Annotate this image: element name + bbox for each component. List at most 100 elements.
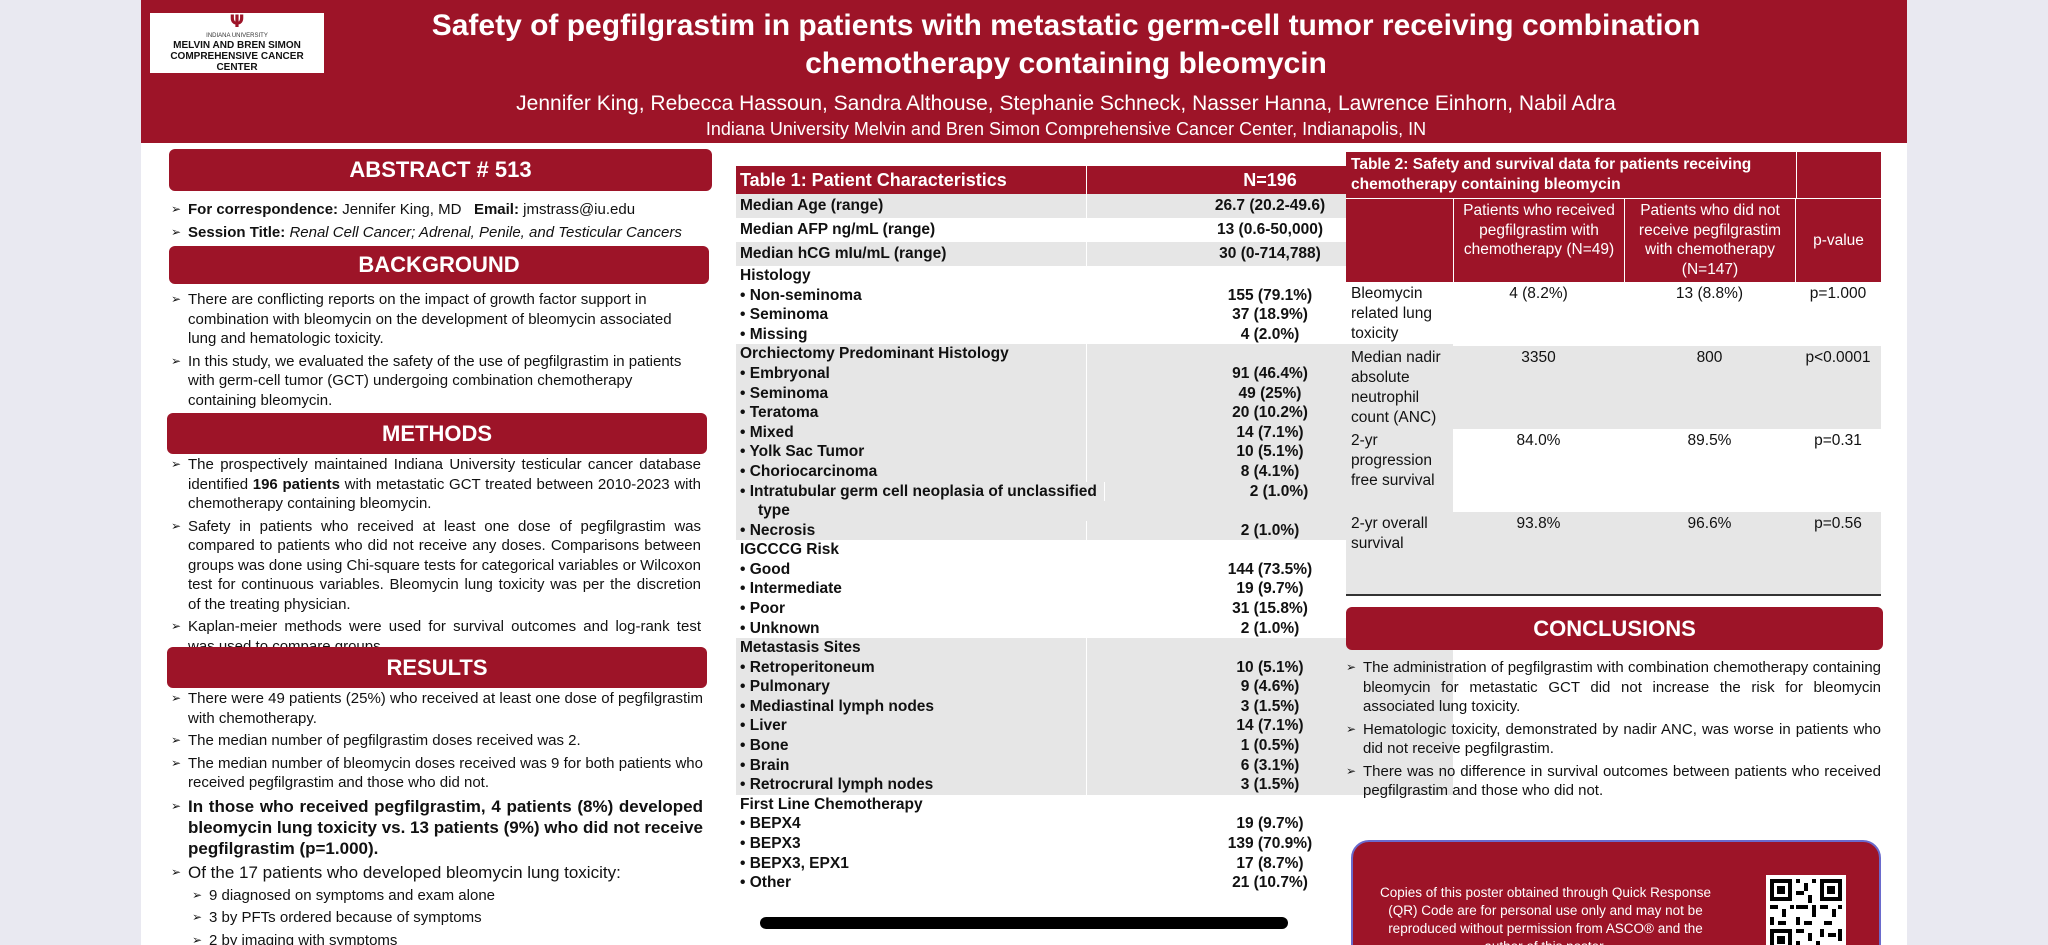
- orchiectomy-group: Orchiectomy Predominant Histology Embryo…: [736, 344, 1453, 541]
- background-heading: BACKGROUND: [169, 246, 709, 284]
- row-label: 2-yr overall survival: [1351, 515, 1428, 552]
- methods-heading: METHODS: [167, 413, 707, 454]
- results-item-key: In those who received pegfilgrastim, 4 p…: [171, 796, 703, 859]
- row-label: Pulmonary: [736, 677, 1086, 697]
- row-label: Bleomycin related lung toxicity: [1351, 285, 1433, 342]
- methods-item1-a: The prospectively maintained Indiana Uni…: [188, 456, 701, 493]
- row-value: 93.8%: [1516, 515, 1561, 532]
- results-subitem: 9 diagnosed on symptoms and exam alone: [171, 886, 703, 906]
- row-value: 26.7 (20.2-49.6): [1086, 194, 1453, 218]
- row-value: 13 (8.8%): [1675, 285, 1744, 302]
- row-label: Teratoma: [736, 403, 1086, 423]
- col-not-received: Patients who did not receive pegfilgrast…: [1624, 199, 1795, 282]
- row-value: 139 (70.9%): [1086, 834, 1453, 854]
- session-line: Session Title: Renal Cell Cancer; Adrena…: [171, 223, 716, 243]
- row-label: Seminoma: [736, 384, 1086, 404]
- results-heading: RESULTS: [167, 647, 707, 688]
- table2-head: Table 2: Safety and survival data for pa…: [1346, 152, 1881, 282]
- group-label: IGCCCG Risk: [740, 541, 840, 559]
- email-label: Email:: [473, 201, 519, 218]
- row-label: BEPX3, EPX1: [736, 854, 1086, 874]
- results-item: The median number of bleomycin doses rec…: [171, 754, 703, 793]
- group-label: Metastasis Sites: [740, 639, 861, 657]
- row-label: Seminoma: [736, 305, 1086, 325]
- conclusions-heading: CONCLUSIONS: [1346, 607, 1883, 650]
- row-label: Other: [736, 873, 1086, 893]
- row-value: 3 (1.5%): [1086, 775, 1453, 795]
- row-label: Brain: [736, 756, 1086, 776]
- row-value: 30 (0-714,788): [1086, 242, 1453, 266]
- col-pvalue: p-value: [1795, 199, 1881, 282]
- row-value: 10 (5.1%): [1086, 442, 1453, 462]
- row-value: 2 (1.0%): [1086, 618, 1453, 639]
- results-item: There were 49 patients (25%) who receive…: [171, 689, 703, 728]
- row-label: Yolk Sac Tumor: [736, 442, 1086, 462]
- title-line2: chemotherapy containing bleomycin: [805, 47, 1327, 80]
- results-text: There were 49 patients (25%) who receive…: [171, 689, 703, 945]
- row-value: 155 (79.1%): [1086, 285, 1453, 306]
- table2-body: Bleomycin related lung toxicity 4 (8.2%)…: [1346, 282, 1881, 594]
- row-label: Unknown: [736, 619, 1086, 639]
- conclusion-item: Hematologic toxicity, demonstrated by na…: [1346, 720, 1881, 759]
- row-label: Intermediate: [736, 579, 1086, 599]
- row-label: Choriocarcinoma: [736, 462, 1086, 482]
- row-label: Retroperitoneum: [736, 658, 1086, 678]
- table-row: Intratubular germ cell neoplasia of uncl…: [736, 481, 1453, 521]
- group-label: Histology: [740, 267, 811, 284]
- row-label: BEPX4: [736, 814, 1086, 834]
- row-value: 800: [1696, 349, 1723, 366]
- methods-item: The prospectively maintained Indiana Uni…: [171, 455, 701, 514]
- table1-header: Table 1: Patient Characteristics N=196: [736, 166, 1453, 194]
- row-value: 20 (10.2%): [1086, 403, 1453, 423]
- email-value: jmstrass@iu.edu: [523, 201, 636, 218]
- session-label: Session Title:: [188, 223, 286, 241]
- row-label: Good: [736, 560, 1086, 580]
- row-value: 6 (3.1%): [1086, 755, 1453, 776]
- background-item: In this study, we evaluated the safety o…: [171, 352, 693, 411]
- qr-code-icon[interactable]: [1766, 875, 1846, 945]
- table-row: Median AFP ng/mL (range) 13 (0.6-50,000): [736, 218, 1453, 242]
- row-value: 37 (18.9%): [1086, 305, 1453, 325]
- table1-n: N=196: [1086, 166, 1453, 194]
- table1-title: Table 1: Patient Characteristics: [740, 170, 1007, 190]
- row-label: Median Age (range): [740, 197, 884, 214]
- table2-title: Table 2: Safety and survival data for pa…: [1351, 156, 1752, 193]
- group-label-row: Orchiectomy Predominant Histology: [736, 344, 1453, 364]
- conclusions-text: The administration of pegfilgrastim with…: [1346, 658, 1881, 804]
- row-label: 2-yr progression free survival: [1351, 432, 1435, 489]
- row-label: Necrosis: [736, 521, 1086, 541]
- row-label: Mixed: [736, 423, 1086, 443]
- row-label: Intratubular germ cell neoplasia of uncl…: [736, 482, 1104, 521]
- conclusion-item: The administration of pegfilgrastim with…: [1346, 658, 1881, 717]
- row-value: 19 (9.7%): [1086, 579, 1453, 599]
- qr-notice-box: Copies of this poster obtained through Q…: [1351, 840, 1881, 945]
- methods-item: Safety in patients who received at least…: [171, 517, 701, 615]
- row-label: Liver: [736, 716, 1086, 736]
- table2-bottom-rule: [1346, 594, 1881, 596]
- qr-notice-text: Copies of this poster obtained through Q…: [1380, 885, 1711, 945]
- results-item: The median number of pegfilgrastim doses…: [171, 731, 703, 751]
- row-pvalue: p=0.56: [1814, 515, 1862, 532]
- abstract-info: For correspondence: Jennifer King, MD Em…: [171, 200, 716, 245]
- horizontal-scrollbar[interactable]: [760, 917, 1288, 929]
- row-value: 84.0%: [1516, 432, 1561, 449]
- title-line1: Safety of pegfilgrastim in patients with…: [431, 9, 1701, 42]
- row-label: Non-seminoma: [736, 286, 1086, 306]
- row-label: BEPX3: [736, 834, 1086, 854]
- row-value: 17 (8.7%): [1086, 853, 1453, 874]
- row-value: 3350: [1521, 349, 1556, 366]
